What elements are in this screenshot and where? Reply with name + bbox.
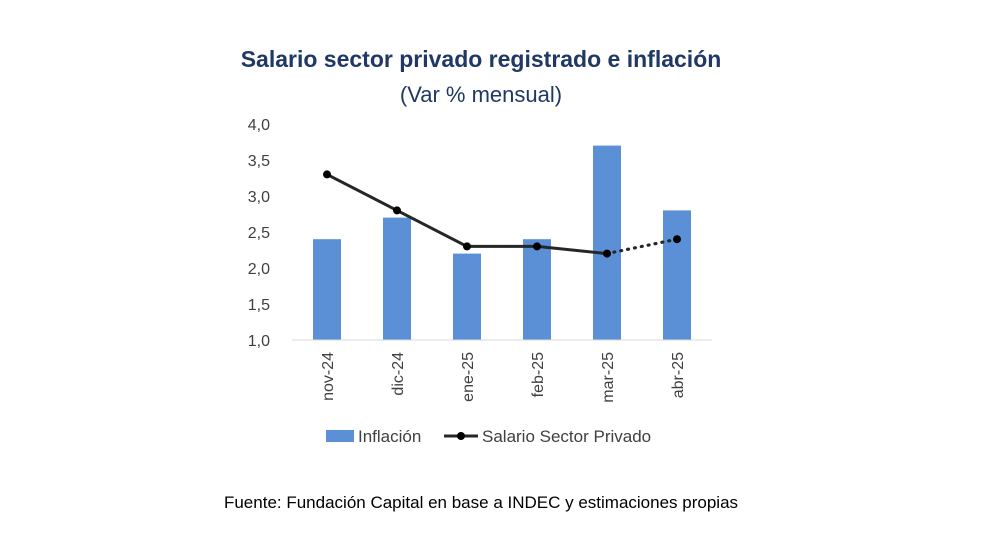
- y-tick-label: 1,0: [248, 333, 270, 350]
- y-tick-label: 2,5: [248, 225, 270, 242]
- legend-label-salario: Salario Sector Privado: [482, 427, 651, 446]
- bar: [453, 253, 481, 340]
- y-tick-label: 3,5: [248, 153, 270, 170]
- y-tick-label: 4,0: [248, 117, 270, 134]
- chart-subtitle: (Var % mensual): [399, 82, 563, 107]
- line-segment: [395, 208, 469, 248]
- legend-label-inflacion: Inflación: [358, 427, 421, 446]
- line-segment: [605, 237, 679, 256]
- x-tick-label: feb-25: [530, 352, 547, 397]
- line-point: [393, 206, 401, 215]
- bar: [383, 217, 411, 340]
- y-tick-label: 1,5: [248, 297, 270, 314]
- legend-swatch-inflacion: [326, 430, 354, 442]
- chart-title: Salario sector privado registrado e infl…: [240, 46, 722, 72]
- legend-swatch-salario-marker: [457, 432, 465, 440]
- y-tick-label: 3,0: [248, 189, 270, 206]
- x-tick-label: nov-24: [320, 352, 337, 401]
- line-point: [603, 249, 611, 258]
- bar: [523, 239, 551, 340]
- x-tick-label: ene-25: [460, 352, 477, 402]
- line-point: [463, 242, 471, 251]
- legend: Inflación Salario Sector Privado: [326, 427, 651, 446]
- x-tick-label: dic-24: [390, 352, 407, 396]
- bar: [593, 145, 621, 340]
- line-segment: [535, 244, 609, 256]
- y-tick-label: 2,0: [248, 261, 270, 278]
- x-tick-label: abr-25: [670, 352, 687, 398]
- line-segment: [325, 172, 399, 212]
- source-note: Fuente: Fundación Capital en base a INDE…: [223, 493, 739, 512]
- bar: [663, 210, 691, 340]
- bar: [313, 239, 341, 340]
- line-point: [323, 170, 331, 179]
- line-point: [673, 235, 681, 244]
- x-tick-label: mar-25: [600, 352, 617, 403]
- y-axis-ticks: 1,0 1,5 2,0 2,5 3,0 3,5 4,0: [248, 117, 270, 350]
- line-point: [533, 242, 541, 251]
- x-axis-ticks: nov-24 dic-24 ene-25 feb-25 mar-25 abr-25: [320, 352, 687, 403]
- bar-series-inflacion: [313, 145, 691, 340]
- line-series-salario: [323, 170, 681, 258]
